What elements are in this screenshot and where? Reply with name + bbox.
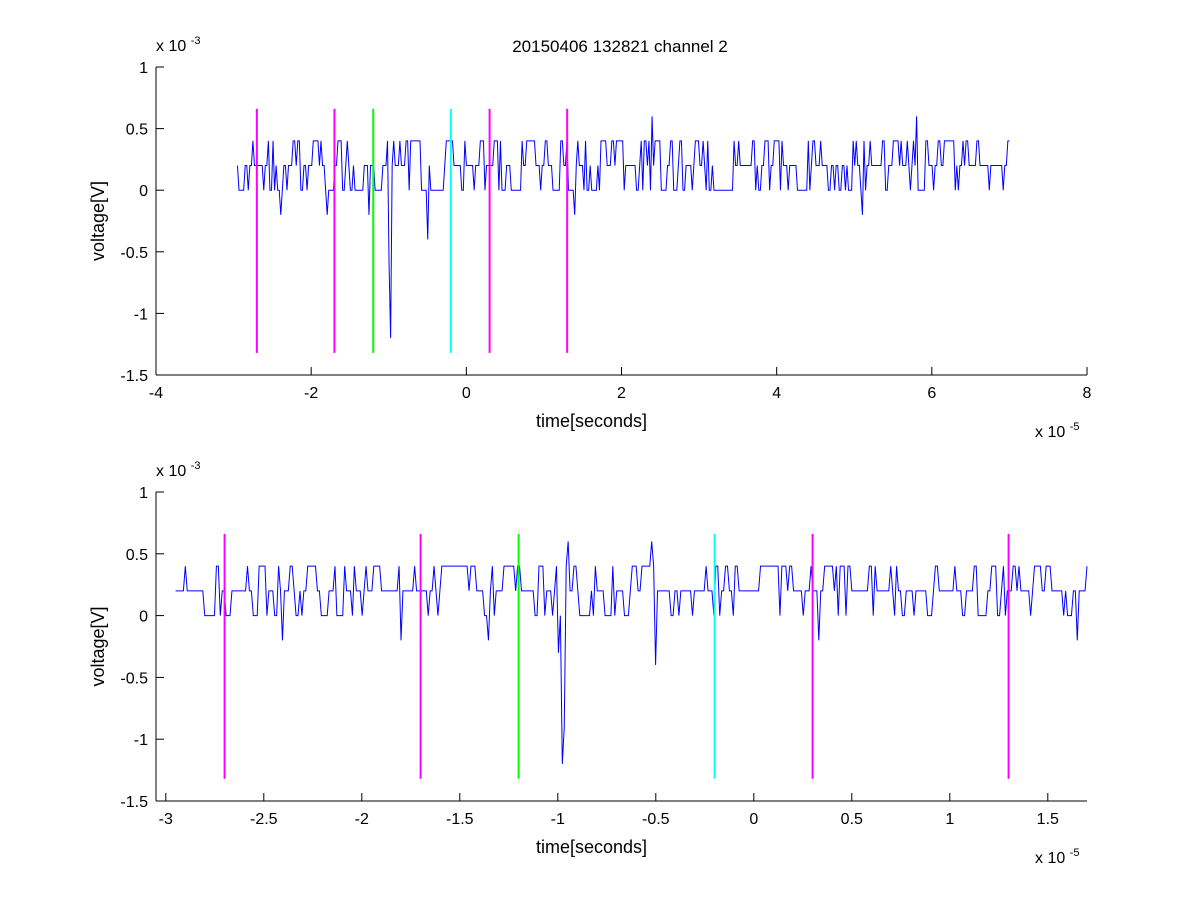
x-exponent-label: x 10 -5 (1035, 847, 1079, 867)
y-tick-label: -0.5 (120, 245, 148, 262)
y-tick-label: 1 (139, 485, 148, 502)
y-tick-label: 1 (139, 60, 148, 77)
x-tick-label: -1 (551, 811, 565, 828)
y-tick-label: -1.5 (120, 368, 148, 385)
x-tick-label: -2 (304, 385, 318, 402)
x-exponent-label: x 10 -5 (1035, 421, 1079, 441)
x-tick-label: -0.5 (642, 811, 670, 828)
x-tick-label: 8 (1083, 385, 1092, 402)
y-exponent-label: x 10 -3 (156, 35, 200, 55)
y-tick-label: 0.5 (126, 547, 148, 564)
y-tick-label: -1 (134, 732, 148, 749)
x-tick-label: -2.5 (250, 811, 278, 828)
x-tick-label: -2 (355, 811, 369, 828)
y-tick-label: 0 (139, 609, 148, 626)
x-tick-label: 1.5 (1037, 811, 1059, 828)
x-tick-label: -1.5 (446, 811, 474, 828)
y-axis-label: voltage[V] (88, 606, 108, 686)
bottom-plot: -3 -2.5 -2 -1.5 -1 -0.5 0 0.5 1 1.5 1 0.5 0 -0.5 -1 -1.… (88, 460, 1088, 867)
x-tick-label: 2 (617, 385, 626, 402)
x-tick-label: 4 (772, 385, 781, 402)
x-axis-label: time[seconds] (536, 411, 647, 431)
x-axis-label: time[seconds] (536, 837, 647, 857)
y-tick-label: 0.5 (126, 122, 148, 139)
x-tick-label: -3 (159, 811, 173, 828)
signal-trace (236, 116, 1010, 339)
top-plot: -4 -2 0 2 4 6 8 1 0.5 0 -0.5 -1 -1.5 time[seconds] vol… (88, 35, 1092, 441)
y-exponent-power: -3 (191, 460, 201, 472)
x-tick-label: 0 (749, 811, 758, 828)
x-tick-label: 0 (462, 385, 471, 402)
x-tick-label: 0.5 (841, 811, 863, 828)
x-tick-label: 6 (927, 385, 936, 402)
x-exponent-power: -5 (1070, 421, 1080, 433)
y-tick-label: -1 (134, 306, 148, 323)
x-exponent-power: -5 (1070, 847, 1080, 859)
y-tick-label: 0 (139, 183, 148, 200)
signal-trace (175, 541, 1088, 764)
y-tick-label: -0.5 (120, 670, 148, 687)
x-tick-label: -4 (149, 385, 163, 402)
figure-title: 20150406 132821 channel 2 (512, 37, 728, 56)
y-axis-label: voltage[V] (88, 181, 108, 261)
y-exponent-power: -3 (191, 35, 201, 47)
y-tick-label: -1.5 (120, 794, 148, 811)
y-exponent-label: x 10 -3 (156, 460, 200, 480)
x-tick-label: 1 (945, 811, 954, 828)
